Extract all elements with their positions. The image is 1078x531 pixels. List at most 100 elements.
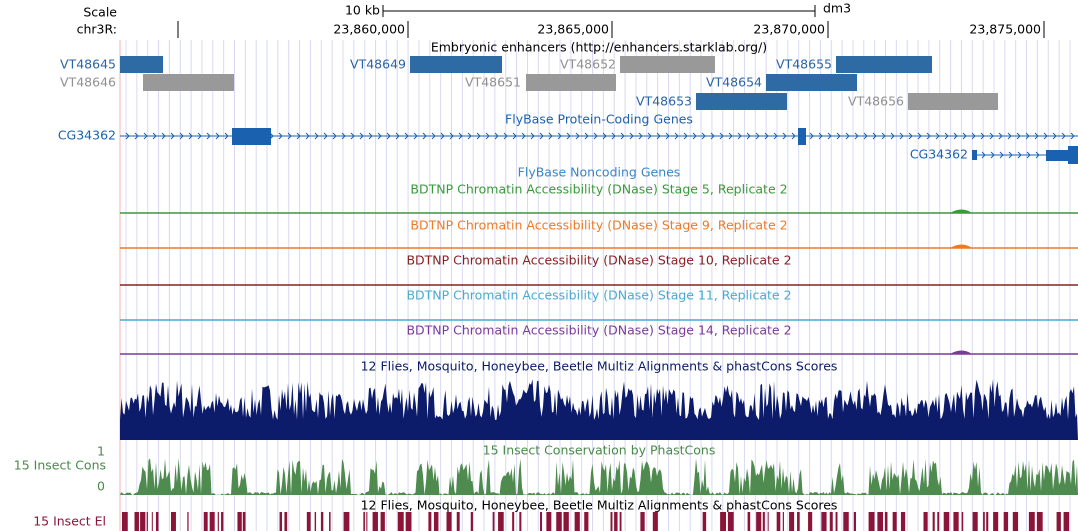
element xyxy=(320,512,324,531)
strand-arrow xyxy=(656,132,661,140)
strand-arrow xyxy=(485,132,490,140)
strand-arrow xyxy=(134,132,139,140)
element xyxy=(993,512,999,531)
strand-arrow xyxy=(953,132,958,140)
element xyxy=(776,512,781,531)
axis-label: 1 xyxy=(97,444,105,459)
strand-arrow xyxy=(818,132,823,140)
strand-arrow xyxy=(728,132,733,140)
strand-arrow xyxy=(548,132,553,140)
strand-arrow xyxy=(809,132,814,140)
track-title: BDTNP Chromatin Accessibility (DNase) St… xyxy=(406,253,791,268)
element xyxy=(702,512,707,531)
strand-arrow xyxy=(521,132,526,140)
strand-arrow xyxy=(332,132,337,140)
strand-arrow xyxy=(872,132,877,140)
strand-arrow xyxy=(899,132,904,140)
strand-arrow xyxy=(287,132,292,140)
strand-arrow xyxy=(890,132,895,140)
strand-arrow xyxy=(278,132,283,140)
element xyxy=(209,512,215,531)
exon xyxy=(798,128,806,145)
strand-arrow xyxy=(611,132,616,140)
strand-arrow xyxy=(161,132,166,140)
enhancer-label: VT48653 xyxy=(636,94,692,109)
track-title: 12 Flies, Mosquito, Honeybee, Beetle Mul… xyxy=(361,498,838,513)
element xyxy=(397,512,404,531)
strand-arrow xyxy=(170,132,175,140)
element xyxy=(1063,512,1070,531)
strand-arrow xyxy=(1061,132,1066,140)
strand-arrow xyxy=(971,132,976,140)
strand-arrow xyxy=(566,132,571,140)
element xyxy=(140,512,146,531)
element xyxy=(306,512,311,531)
strand-arrow xyxy=(917,132,922,140)
element xyxy=(546,512,552,531)
exon xyxy=(1068,146,1078,164)
element xyxy=(923,512,928,531)
element xyxy=(512,512,515,531)
element xyxy=(900,512,906,531)
element xyxy=(456,512,460,531)
strand-arrow xyxy=(323,132,328,140)
strand-arrow xyxy=(755,132,760,140)
enhancer xyxy=(620,56,715,73)
element xyxy=(614,512,618,531)
element xyxy=(170,512,176,531)
element xyxy=(892,512,897,531)
track-title: 15 Insect Conservation by PhastCons xyxy=(483,443,716,458)
strand-arrow xyxy=(476,132,481,140)
ruler-position: 23,875,000 xyxy=(969,22,1041,37)
strand-arrow xyxy=(1043,132,1048,140)
element xyxy=(470,512,473,531)
signal-peak xyxy=(950,350,972,354)
element xyxy=(853,512,857,531)
element xyxy=(155,512,159,531)
element xyxy=(556,512,562,531)
element xyxy=(433,512,439,531)
element xyxy=(932,512,935,531)
track-title: FlyBase Noncoding Genes xyxy=(518,165,681,180)
strand-arrow xyxy=(683,132,688,140)
element xyxy=(279,512,283,531)
enhancer-label: VT48656 xyxy=(848,94,904,109)
strand-arrow xyxy=(773,132,778,140)
strand-arrow xyxy=(404,132,409,140)
strand-arrow xyxy=(1016,132,1021,140)
track-label: 15 Insect Cons xyxy=(14,458,106,473)
axis-label: 0 xyxy=(97,479,105,494)
strand-arrow xyxy=(341,132,346,140)
strand-arrow xyxy=(206,132,211,140)
strand-arrow xyxy=(737,132,742,140)
element xyxy=(284,512,288,531)
element xyxy=(428,512,432,531)
strand-arrow xyxy=(981,151,986,159)
strand-arrow xyxy=(1017,151,1022,159)
element xyxy=(943,512,950,531)
strand-arrow xyxy=(413,132,418,140)
signal-peak xyxy=(950,209,972,213)
element xyxy=(953,512,959,531)
strand-arrow xyxy=(665,132,670,140)
strand-arrow xyxy=(386,132,391,140)
element xyxy=(610,512,613,531)
element xyxy=(1012,512,1019,531)
strand-arrow xyxy=(440,132,445,140)
enhancer xyxy=(908,93,998,110)
strand-arrow xyxy=(1025,132,1030,140)
strand-arrow xyxy=(359,132,364,140)
element xyxy=(446,512,452,531)
strand-arrow xyxy=(395,132,400,140)
element xyxy=(619,512,622,531)
element xyxy=(983,512,985,531)
ruler-position: 23,860,000 xyxy=(333,22,405,37)
strand-arrow xyxy=(296,132,301,140)
element xyxy=(1028,512,1035,531)
strand-arrow xyxy=(575,132,580,140)
strand-arrow xyxy=(827,132,832,140)
strand-arrow xyxy=(791,132,796,140)
strand-arrow xyxy=(908,132,913,140)
strand-arrow xyxy=(503,132,508,140)
track-title: BDTNP Chromatin Accessibility (DNase) St… xyxy=(406,323,791,338)
